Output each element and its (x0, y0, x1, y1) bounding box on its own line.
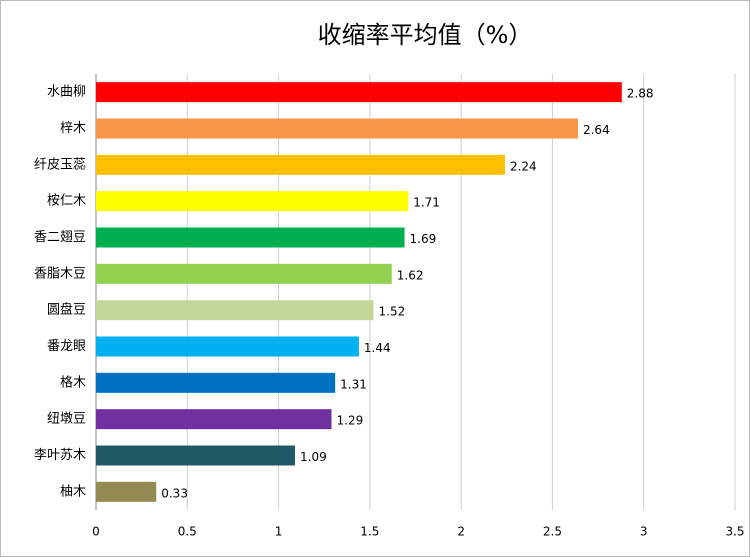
data-label: 1.44 (364, 341, 391, 355)
bar (96, 336, 359, 357)
data-label: 0.33 (161, 486, 188, 500)
bar (96, 372, 336, 393)
data-label: 2.64 (583, 123, 610, 137)
y-tick-label: 格木 (60, 374, 86, 390)
bar (96, 409, 332, 430)
x-tick-label: 3.5 (725, 525, 744, 539)
bar (96, 118, 578, 139)
data-label: 2.24 (510, 159, 537, 173)
data-label: 1.52 (379, 305, 406, 319)
y-tick-label: 水曲柳 (47, 85, 86, 100)
data-label: 1.31 (340, 377, 367, 391)
x-tick-label: 2.5 (543, 525, 562, 539)
y-tick-label: 纤皮玉蕊 (34, 157, 86, 172)
x-tick-label: 2 (457, 525, 465, 539)
data-label: 1.62 (397, 268, 424, 282)
bar (96, 263, 392, 284)
data-label: 1.71 (413, 196, 440, 210)
data-label: 1.09 (300, 450, 327, 464)
data-label: 2.88 (627, 87, 654, 101)
chart-title: 收缩率平均值（%） (318, 21, 533, 49)
y-tick-label: 桉仁木 (47, 194, 86, 209)
data-label: 1.69 (410, 232, 437, 246)
bar (96, 300, 374, 321)
x-tick-label: 1 (275, 525, 283, 539)
bar (96, 154, 505, 175)
x-tick-label: 0 (92, 525, 100, 539)
bar (96, 481, 157, 502)
bar (96, 227, 405, 248)
y-tick-label: 柚木 (60, 484, 86, 499)
x-tick-label: 0.5 (178, 525, 197, 539)
y-tick-label: 香脂木豆 (34, 266, 86, 281)
x-tick-label: 3 (640, 525, 648, 539)
y-tick-label: 圆盘豆 (47, 302, 86, 318)
bar (96, 445, 296, 466)
bar (96, 82, 622, 103)
y-tick-label: 香二翅豆 (34, 229, 86, 245)
x-tick-label: 1.5 (360, 525, 379, 539)
y-tick-label: 李叶苏木 (34, 447, 86, 463)
y-tick-label: 番龙眼 (47, 339, 86, 354)
bar (96, 191, 409, 212)
data-label: 1.29 (337, 414, 364, 428)
y-tick-label: 纽墩豆 (47, 412, 86, 427)
y-tick-label: 梓木 (60, 121, 86, 136)
